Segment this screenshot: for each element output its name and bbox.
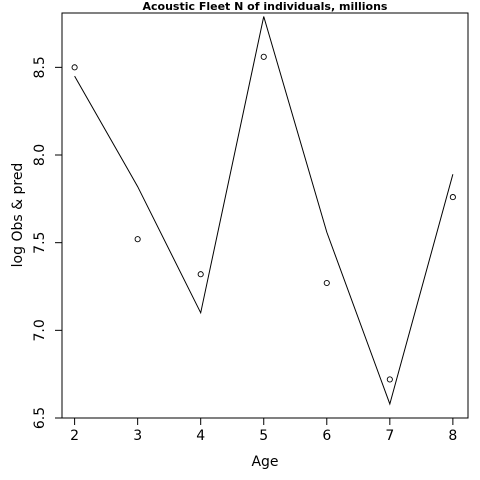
y-tick-label: 8.5 [32,56,48,78]
predicted-line [74,16,454,406]
x-tick-label: 2 [70,428,79,444]
observed-point [134,236,141,243]
x-tick-label: 5 [259,428,268,444]
x-tick-label: 4 [196,428,205,444]
x-axis-title: Age [251,454,278,470]
x-axis: 2 3 4 5 6 7 8 [70,418,457,444]
observed-point [197,271,204,278]
series-layer [71,16,456,406]
plot-frame [61,12,469,419]
observed-point [449,194,456,201]
y-tick-label: 6.5 [32,407,48,429]
observed-point [323,279,330,287]
x-tick-label: 7 [385,428,394,444]
y-axis-title: log Obs & pred [10,163,26,268]
y-tick-label: 7.5 [32,232,48,254]
y-tick-label: 7.0 [32,319,48,341]
observed-point [386,376,393,383]
observed-point [260,53,267,60]
x-tick-label: 6 [322,428,331,444]
chart-title: Acoustic Fleet N of individuals, million… [143,0,388,13]
observed-point [71,64,78,71]
y-axis: 6.5 7.0 7.5 8.0 8.5 [32,56,62,429]
x-tick-label: 3 [133,428,142,444]
x-tick-label: 8 [448,428,457,444]
y-tick-label: 8.0 [32,144,48,166]
